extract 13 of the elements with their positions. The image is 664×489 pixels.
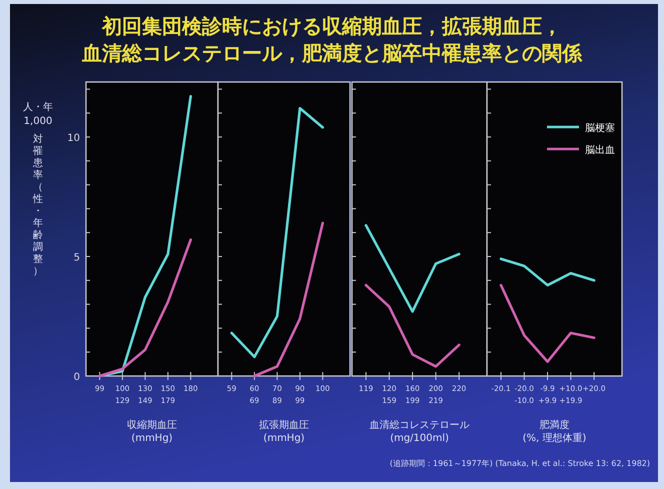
x-axis-title: 血清総コレステロール (mg/100ml): [370, 419, 470, 444]
x-axis-title: 収縮期血圧 (mmHg): [127, 419, 177, 444]
y-tick-label: 10: [67, 132, 80, 144]
text: 人・年 1,000 対罹患率（性・年齢調整）: [23, 102, 53, 277]
line-series: [98, 238, 192, 378]
text: 初回集団検診時における収縮期血圧，拡張期血圧，血清総コレステロール，肥満度と脳卒中罹患率との関係: [81, 14, 583, 65]
x-axis-title: 拡張期血圧 (mmHg): [259, 419, 309, 444]
y-tick-label: 5: [74, 252, 80, 264]
y-tick-label: 0: [74, 372, 80, 383]
x-axis-title: 肥満度 (%, 理想体重): [522, 419, 586, 444]
text: (追跡期間：1961～1977年) (Tanaka, H. et al.: Stroke 13: 62, 1982): [390, 459, 650, 468]
legend-label: 脳出血: [585, 144, 615, 156]
legend-label: 脳梗塞: [585, 122, 615, 134]
